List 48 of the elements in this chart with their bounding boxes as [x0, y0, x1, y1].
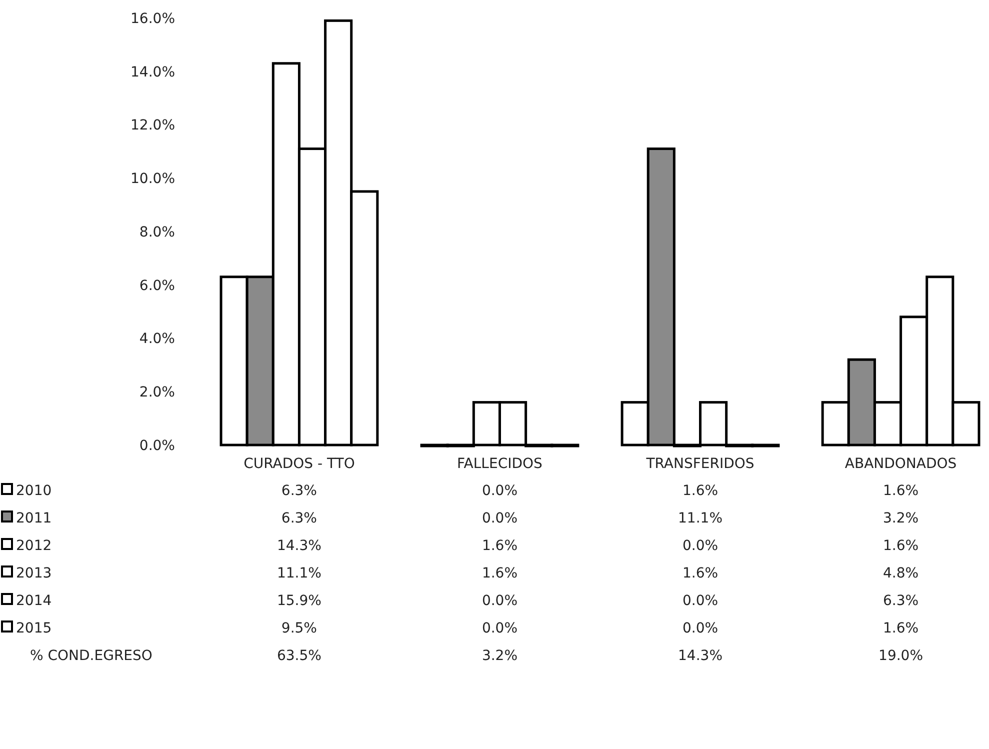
text: 14.3%	[678, 648, 723, 664]
legend-label: 2010	[16, 482, 52, 499]
y-tick-label: 10.0%	[130, 171, 175, 188]
text: 1.6%	[882, 620, 919, 636]
text: 4.8%	[882, 565, 919, 582]
y-tick-label: 16.0%	[130, 10, 175, 27]
text: 1.6%	[482, 565, 518, 582]
y-tick-label: 8.0%	[139, 224, 175, 240]
text: 0.0%	[682, 592, 718, 609]
legend-label: 2015	[16, 620, 52, 636]
text: 6.3%	[281, 510, 318, 526]
y-tick-label: 2.0%	[139, 384, 175, 401]
y-tick-label: 6.0%	[139, 278, 175, 294]
text: 1.6%	[882, 482, 919, 499]
text: 0.0%	[482, 482, 518, 499]
text: 19.0%	[878, 648, 924, 664]
text: 63.5%	[276, 648, 322, 664]
text: 11.1%	[276, 565, 322, 582]
y-tick-label: 0.0%	[139, 438, 175, 454]
legend-label: 2011	[16, 510, 52, 526]
text: 6.3%	[882, 592, 919, 609]
text: 0.0%	[482, 510, 518, 526]
text: 0.0%	[682, 538, 718, 554]
text: 0.0%	[482, 620, 518, 636]
text: 15.9%	[276, 592, 322, 609]
x-tick-label: ABANDONADOS	[844, 456, 957, 472]
y-tick-label: 4.0%	[139, 331, 175, 348]
y-tick-label: 12.0%	[130, 118, 175, 134]
legend-label: 2014	[16, 592, 52, 609]
text: 0.0%	[482, 592, 518, 609]
y-tick-label: 14.0%	[130, 64, 175, 80]
text: 14.3%	[276, 538, 322, 554]
text: 6.3%	[281, 482, 318, 499]
legend-label: 2013	[16, 565, 52, 582]
x-tick-label: TRANSFERIDOS	[645, 456, 754, 472]
text: 1.6%	[482, 538, 518, 554]
text: 9.5%	[281, 620, 318, 636]
text: 3.2%	[482, 648, 518, 664]
legend-label: 2012	[16, 538, 52, 554]
text: 1.6%	[682, 482, 718, 499]
text: 1.6%	[882, 538, 919, 554]
text: 1.6%	[682, 565, 718, 582]
x-tick-label: FALLECIDOS	[457, 456, 543, 472]
text: % COND.EGRESO	[30, 648, 152, 664]
text: 11.1%	[678, 510, 723, 526]
text: 0.0%	[682, 620, 718, 636]
x-tick-label: CURADOS - TTO	[244, 456, 355, 472]
text: 3.2%	[882, 510, 919, 526]
